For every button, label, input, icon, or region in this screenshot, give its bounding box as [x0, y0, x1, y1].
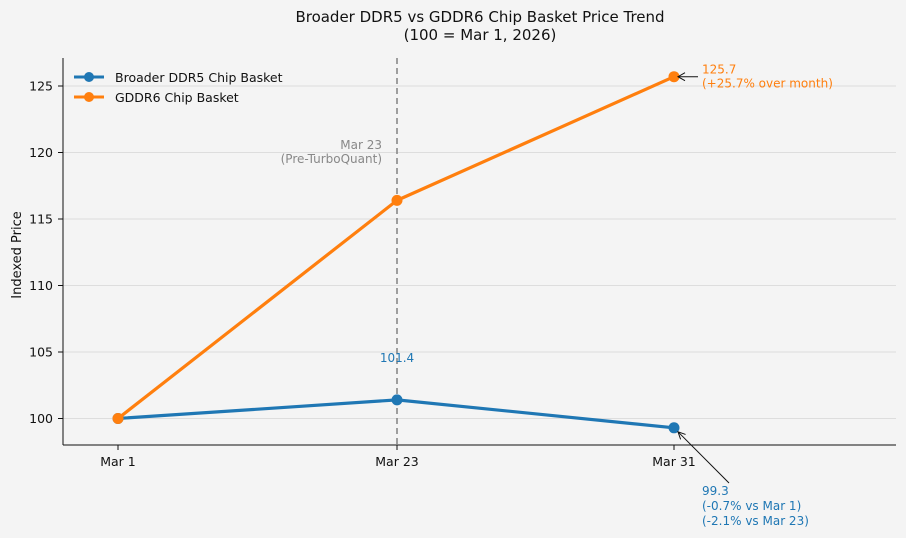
y-tick-label-110: 110 [29, 278, 53, 293]
series-1-point-0 [112, 413, 124, 424]
legend-gddr6-label: GDDR6 Chip Basket [115, 90, 239, 105]
vline-label-date: Mar 23 [340, 138, 382, 152]
y-tick-label-115: 115 [29, 212, 53, 227]
y-tick-label-120: 120 [29, 145, 53, 160]
chart-title: Broader DDR5 vs GDDR6 Chip Basket Price … [295, 8, 664, 26]
series-1-point-1 [391, 194, 403, 206]
y-axis-label: Indexed Price [10, 211, 25, 298]
chart-subtitle: (100 = Mar 1, 2026) [404, 26, 557, 44]
x-tick-label-0: Mar 1 [100, 454, 136, 469]
ddr5-end-value-label: 99.3 [702, 484, 729, 498]
ddr5-end-arrowhead [677, 430, 686, 440]
gddr6-end-arrowhead [676, 72, 686, 82]
ddr5-end-change-mar1-label: (-0.7% vs Mar 1) [702, 499, 801, 513]
x-tick-label-1: Mar 23 [375, 454, 418, 469]
axes: 100 105 110 115 120 125 Mar 1 Mar 23 Mar 31 [29, 58, 896, 469]
legend-ddr5-marker [84, 72, 94, 82]
series-group [112, 71, 680, 434]
y-tick-label-125: 125 [29, 79, 53, 94]
legend-ddr5-label: Broader DDR5 Chip Basket [115, 70, 283, 85]
grid [63, 85, 896, 419]
series-line-1 [117, 75, 675, 420]
vline-label-note: (Pre-TurboQuant) [281, 152, 382, 166]
ddr5-end-change-mar23-label: (-2.1% vs Mar 23) [702, 514, 809, 528]
series-1-point-2 [668, 71, 680, 83]
gddr6-end-value-label: 125.7 [702, 63, 736, 77]
ddr5-mid-value-label: 101.4 [380, 351, 414, 365]
annotations: 101.4 125.7 (+25.7% over month) 99.3 (-0… [380, 63, 833, 528]
ddr5-end-arrow [677, 431, 730, 484]
legend-gddr6-marker [84, 92, 94, 102]
legend: Broader DDR5 Chip Basket GDDR6 Chip Bask… [74, 70, 283, 105]
x-tick-label-2: Mar 31 [652, 454, 695, 469]
series-0-point-1 [391, 394, 403, 406]
gddr6-end-change-label: (+25.7% over month) [702, 77, 833, 91]
y-tick-label-105: 105 [29, 345, 53, 360]
series-0-point-2 [668, 422, 680, 434]
y-tick-label-100: 100 [29, 411, 53, 426]
